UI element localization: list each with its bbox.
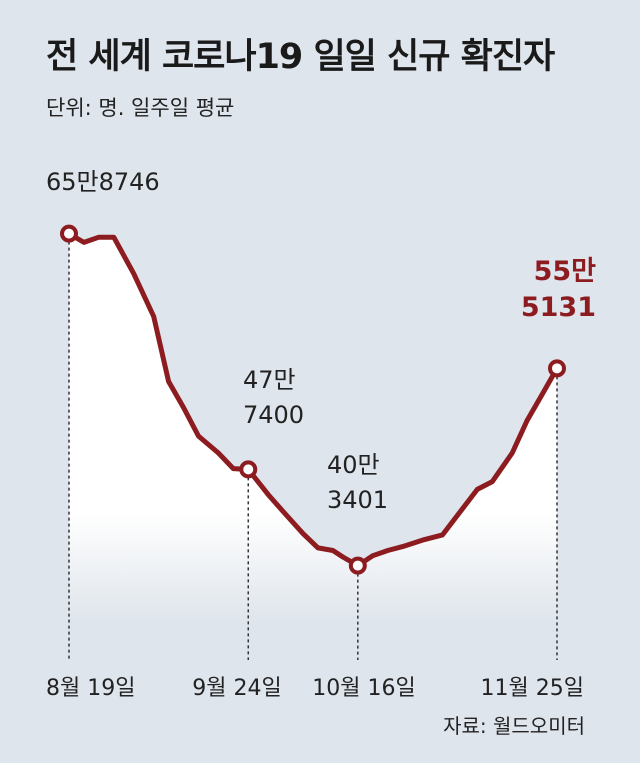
data-label: 3401 xyxy=(327,486,388,514)
data-label: 55만 xyxy=(534,256,597,287)
data-label: 7400 xyxy=(243,401,304,429)
data-label: 5131 xyxy=(521,292,596,323)
data-point-marker xyxy=(348,556,367,575)
data-point-marker xyxy=(60,224,78,243)
data-point-marker xyxy=(548,359,566,378)
data-label: 47만 xyxy=(243,366,296,394)
source-note: 자료: 월드오미터 xyxy=(443,714,585,738)
x-tick-label: 8월 19일 xyxy=(46,676,135,701)
chart-subtitle: 단위: 명. 일주일 평균 xyxy=(46,96,235,120)
area-fill xyxy=(69,233,557,622)
x-tick-label: 10월 16일 xyxy=(312,676,415,701)
series-line xyxy=(66,231,560,569)
x-tick-label: 9월 24일 xyxy=(192,676,281,701)
chart-title: 전 세계 코로나19 일일 신규 확진자 xyxy=(46,37,555,77)
data-label: 40만 xyxy=(327,451,380,479)
data-point-marker xyxy=(239,460,258,479)
x-tick-label: 11월 25일 xyxy=(481,676,584,701)
data-label: 65만8746 xyxy=(46,168,160,196)
